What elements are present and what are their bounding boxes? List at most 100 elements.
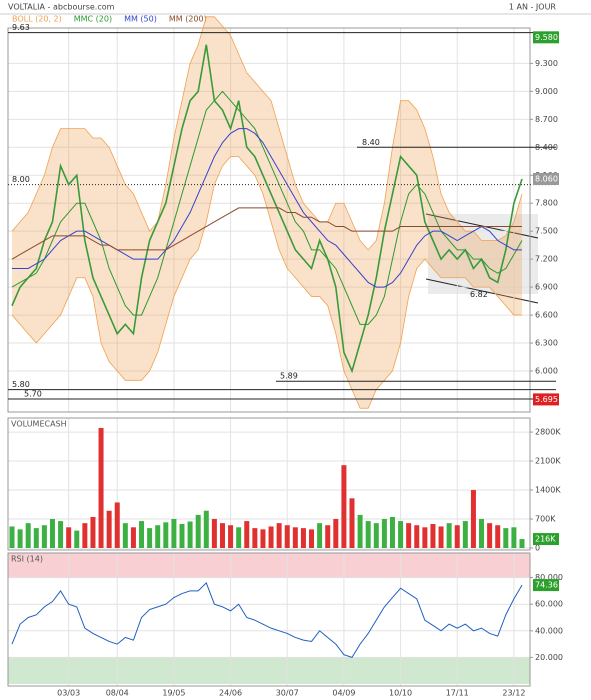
panel-frame <box>7 27 531 413</box>
volume-bar <box>179 523 185 548</box>
y-tick-label: 20.000 <box>535 653 563 662</box>
volume-bar <box>373 523 379 548</box>
volume-bar <box>130 527 136 548</box>
volume-bar <box>203 510 209 548</box>
volume-bar <box>365 521 371 548</box>
volume-bar <box>268 526 274 548</box>
x-tick-label: 04/09 <box>332 689 355 698</box>
volume-bar <box>211 519 217 548</box>
volume-bar <box>309 529 315 548</box>
x-tick-label: 03/03 <box>57 689 80 698</box>
volume-bar <box>41 525 47 548</box>
badge-label: 9.580 <box>535 33 558 42</box>
volume-bar <box>139 521 145 548</box>
bollinger-band <box>12 16 522 409</box>
value-badge <box>533 393 559 406</box>
panel-title: VOLUMECASH <box>11 420 67 429</box>
level-label: 5.80 <box>12 380 30 389</box>
y-tick-label: 700K <box>535 515 556 524</box>
x-tick-label: 23/12 <box>502 689 525 698</box>
volume-bar <box>17 529 23 548</box>
y-tick-label: 80.000 <box>535 573 563 582</box>
legend-entry: MMC (20) <box>74 15 112 24</box>
volume-bar <box>470 490 476 548</box>
volume-bar <box>389 516 395 548</box>
volume-bar <box>381 519 387 548</box>
y-tick-label: 8.700 <box>535 115 558 124</box>
y-tick-label: 6.000 <box>535 366 558 375</box>
volume-bar <box>9 526 15 548</box>
volume-bar <box>219 523 225 548</box>
x-tick-label: 19/05 <box>162 689 185 698</box>
series-line <box>11 582 523 658</box>
x-tick-label: 17/11 <box>446 689 469 698</box>
volume-bar <box>195 514 201 548</box>
series-line <box>11 44 523 374</box>
volume-bar <box>406 523 412 548</box>
volume-bar <box>398 521 404 548</box>
y-tick-label: 6.300 <box>535 339 558 348</box>
volume-bar <box>33 528 39 548</box>
level-label: 9.63 <box>12 23 30 32</box>
y-tick-label: 2100K <box>535 457 561 466</box>
volume-bar <box>284 525 290 548</box>
badge-label: 5.695 <box>535 395 558 404</box>
badge-label: 216K <box>535 535 556 544</box>
volume-bar <box>252 528 258 548</box>
legend: BOLL (20, 2) MMC (20) MM (50) MM (200) <box>12 15 207 24</box>
value-badge <box>533 172 559 185</box>
legend-entry: BOLL (20, 2) <box>12 15 62 24</box>
volume-bar <box>82 523 88 548</box>
x-tick-label: 10/10 <box>389 689 412 698</box>
volume-bar <box>511 527 517 548</box>
level-label: 5.70 <box>24 389 42 398</box>
volume-bar <box>260 529 266 548</box>
volume-bar <box>317 523 323 548</box>
y-tick-label: 9.000 <box>535 87 558 96</box>
panel-frame <box>7 552 531 687</box>
value-badge <box>533 533 559 546</box>
y-tick-label: 0 <box>535 544 540 553</box>
y-tick-label: 7.200 <box>535 255 558 264</box>
volume-bar <box>276 523 282 548</box>
level-label: 8.00 <box>12 175 30 184</box>
zone <box>8 553 530 578</box>
volume-bar <box>446 523 452 548</box>
volume-bar <box>357 514 363 548</box>
series-line <box>11 207 522 260</box>
y-tick-label: 9.300 <box>535 59 558 68</box>
volume-bar <box>519 539 525 548</box>
volume-bar <box>244 521 250 548</box>
volume-bar <box>66 527 72 548</box>
value-badge <box>533 31 559 44</box>
volume-bar <box>438 526 444 548</box>
value-badge <box>533 579 559 592</box>
badge-label: 74.36 <box>535 581 558 590</box>
volume-bar <box>292 527 298 548</box>
volume-bar <box>106 510 112 548</box>
badge-label: 8.060 <box>535 174 558 183</box>
period: 1 AN - JOUR <box>509 3 557 12</box>
volume-bar <box>487 523 493 548</box>
volume-bar <box>25 523 31 548</box>
volume-bar <box>325 525 331 548</box>
volume-bar <box>147 528 153 548</box>
volume-bar <box>430 523 436 548</box>
volume-bar <box>479 519 485 548</box>
y-tick-label: 40.000 <box>535 626 563 635</box>
trendline <box>425 213 539 239</box>
series-line <box>12 128 522 288</box>
volume-bar <box>98 427 104 548</box>
volume-bar <box>300 528 306 548</box>
x-tick-label: 24/06 <box>219 689 242 698</box>
volume-bar <box>341 465 347 548</box>
legend-entry: MM (200) <box>169 15 207 24</box>
y-tick-label: 2800K <box>535 428 561 437</box>
volume-bar <box>49 519 55 548</box>
volume-bar <box>495 525 501 548</box>
x-tick-label: 30/07 <box>276 689 299 698</box>
volume-bar <box>422 527 428 548</box>
bollinger-line <box>11 16 523 251</box>
volume-bar <box>236 527 242 548</box>
level-label: 8.40 <box>362 138 380 147</box>
